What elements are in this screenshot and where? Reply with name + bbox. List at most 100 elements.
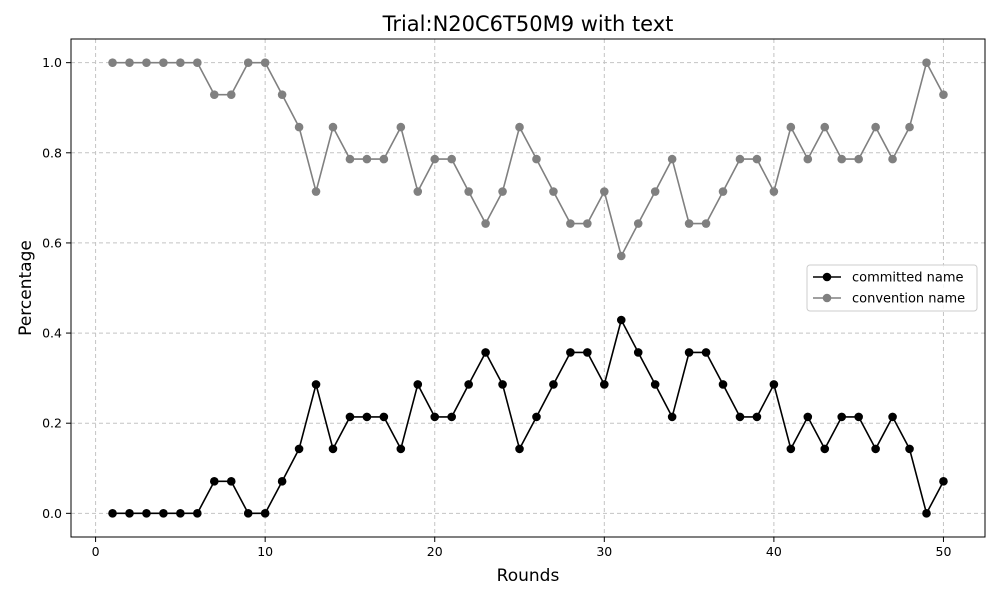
data-point	[871, 122, 880, 132]
data-point	[786, 444, 796, 454]
x-tick-label: 0	[92, 544, 100, 559]
data-point	[922, 509, 931, 518]
data-point	[379, 412, 389, 422]
data-point	[633, 348, 643, 357]
data-point	[532, 154, 541, 164]
data-point	[498, 187, 507, 196]
data-point	[684, 348, 694, 357]
data-point	[803, 412, 813, 422]
data-point	[108, 509, 117, 518]
data-point	[939, 477, 948, 486]
data-point	[108, 58, 117, 67]
data-point	[566, 348, 575, 357]
data-point	[871, 444, 880, 454]
data-point	[464, 187, 473, 196]
data-point	[294, 122, 304, 132]
data-point	[311, 380, 321, 389]
data-point	[667, 412, 677, 422]
data-point	[396, 444, 406, 454]
data-point	[260, 509, 270, 518]
x-tick-label: 30	[596, 544, 612, 559]
data-point	[277, 90, 287, 99]
legend-label-1: convention name	[852, 292, 965, 307]
data-point	[939, 90, 948, 99]
x-tick-label: 20	[427, 544, 443, 559]
data-point	[600, 380, 609, 389]
data-point	[311, 187, 321, 196]
data-point	[701, 348, 711, 357]
data-point	[735, 154, 745, 164]
data-point	[837, 412, 847, 422]
grid	[71, 39, 985, 537]
data-point	[616, 251, 626, 261]
legend: committed name convention name	[806, 264, 978, 312]
data-point	[888, 412, 897, 422]
data-point	[549, 380, 558, 389]
data-point	[362, 154, 372, 164]
data-point	[905, 444, 914, 454]
data-point	[430, 154, 440, 164]
data-point	[820, 444, 830, 454]
data-point	[549, 187, 558, 196]
data-point	[243, 509, 253, 518]
data-point	[193, 58, 202, 67]
data-point	[260, 58, 270, 67]
plot-frame	[70, 38, 986, 538]
data-point	[328, 122, 338, 132]
data-point	[193, 509, 202, 518]
data-point	[142, 509, 151, 518]
data-point	[803, 154, 813, 164]
data-point	[345, 412, 355, 422]
data-point	[701, 219, 711, 228]
data-point	[735, 412, 745, 422]
data-point	[362, 412, 372, 422]
chart-title: Trial:N20C6T50M9 with text	[382, 12, 674, 36]
data-point	[837, 154, 847, 164]
data-point	[752, 154, 762, 164]
data-point	[515, 122, 524, 132]
data-point	[566, 219, 575, 228]
data-point	[142, 58, 151, 67]
data-point	[600, 187, 609, 196]
data-point	[616, 315, 626, 325]
data-point	[583, 348, 592, 357]
data-point	[396, 122, 406, 132]
legend-marker-1	[822, 293, 832, 303]
data-point	[328, 444, 338, 454]
legend-label-0: committed name	[852, 271, 963, 286]
y-axis-label: Percentage	[16, 240, 36, 336]
series-group	[108, 58, 948, 518]
data-point	[905, 122, 914, 132]
x-axis-label: Rounds	[497, 566, 560, 586]
legend-box	[806, 264, 978, 312]
data-point	[820, 122, 830, 132]
data-point	[294, 444, 304, 454]
legend-marker-0	[822, 272, 832, 282]
data-point	[888, 154, 897, 164]
data-point	[769, 380, 779, 389]
data-point	[718, 187, 728, 196]
axis-ticks: 0 10 20 30 40 50 0.0 0.2 0.4 0.6 0.8 1.0	[42, 55, 951, 559]
data-point	[430, 412, 440, 422]
data-point	[464, 380, 473, 389]
data-point	[854, 154, 863, 164]
data-point	[125, 509, 134, 518]
y-tick-label: 0.8	[42, 145, 62, 160]
data-point	[345, 154, 355, 164]
data-point	[786, 122, 796, 132]
y-tick-label: 0.2	[42, 416, 62, 431]
data-point	[481, 219, 490, 228]
data-point	[532, 412, 541, 422]
data-point	[226, 477, 236, 486]
data-point	[243, 58, 253, 67]
y-tick-label: 0.6	[42, 235, 62, 250]
x-tick-label: 10	[257, 544, 273, 559]
data-point	[176, 509, 185, 518]
y-tick-label: 1.0	[42, 55, 62, 70]
x-tick-label: 50	[936, 544, 952, 559]
data-point	[583, 219, 592, 228]
data-point	[277, 477, 287, 486]
data-point	[854, 412, 863, 422]
data-point	[209, 90, 219, 99]
data-point	[769, 187, 779, 196]
